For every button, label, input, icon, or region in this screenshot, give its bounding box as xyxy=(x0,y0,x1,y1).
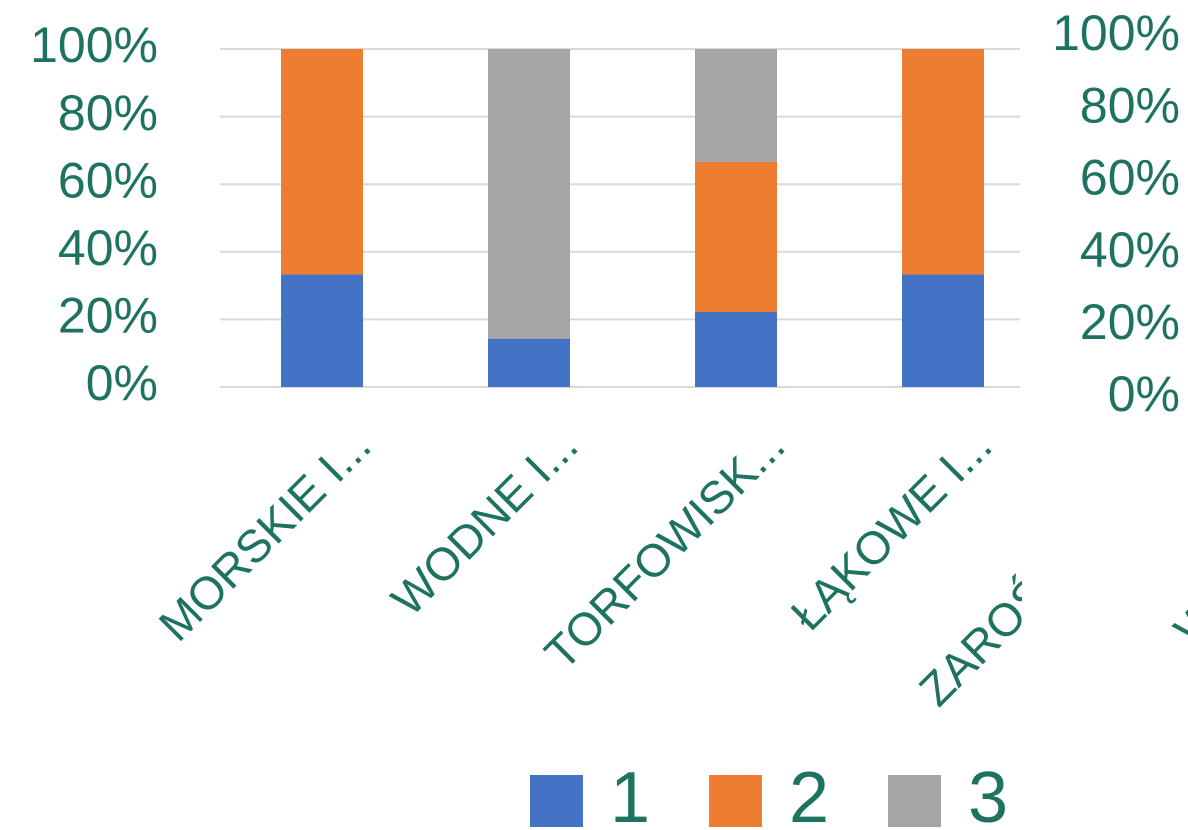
y2-tick-label: 60% xyxy=(1080,150,1180,206)
x-tick-label: WODNE I... xyxy=(381,419,588,626)
y2-tick-label: 0% xyxy=(1108,366,1180,422)
bar-segment xyxy=(281,49,363,275)
bar-segment xyxy=(695,311,777,387)
legend-swatch xyxy=(530,775,583,827)
y-tick-label: 0% xyxy=(86,355,158,411)
legend-swatch xyxy=(888,775,941,827)
y2-tick-label: 20% xyxy=(1080,294,1180,350)
bar-segment xyxy=(695,161,777,312)
x-tick-label: ZAROŚ xyxy=(909,567,1058,716)
bar-segment xyxy=(281,274,363,387)
x-tick-label: ŁĄKOWE I... xyxy=(781,419,1002,640)
bar-segment xyxy=(902,274,984,387)
legend-swatch xyxy=(709,775,762,827)
x-tick-label: MORSKIE I... xyxy=(149,419,381,651)
y2-tick-label: 100% xyxy=(1052,5,1180,61)
y2-tick-label: 80% xyxy=(1080,77,1180,133)
y-tick-label: 100% xyxy=(30,17,158,73)
y2-tick-label: 40% xyxy=(1080,222,1180,278)
bar-segment xyxy=(488,338,570,387)
x-tick-label: W xyxy=(1164,588,1188,656)
y-tick-label: 40% xyxy=(58,220,158,276)
bar-segment xyxy=(488,49,570,339)
bar-segment xyxy=(902,49,984,275)
legend-label: 3 xyxy=(968,758,1008,830)
legend-label: 2 xyxy=(789,758,829,830)
bar-segment xyxy=(695,49,777,162)
y-tick-label: 80% xyxy=(58,85,158,141)
y-tick-label: 20% xyxy=(58,288,158,344)
y-tick-label: 60% xyxy=(58,152,158,208)
legend-label: 1 xyxy=(610,758,650,830)
